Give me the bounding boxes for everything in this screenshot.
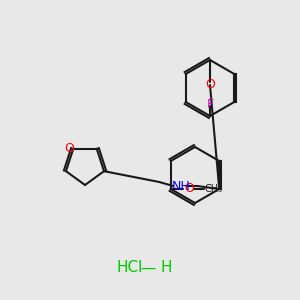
Text: O: O [184,182,194,196]
Text: CH₃: CH₃ [205,184,223,194]
Text: NH: NH [172,179,190,193]
Text: F: F [206,98,214,110]
Text: H: H [160,260,172,275]
Text: O: O [64,142,74,155]
Text: —: — [140,260,156,275]
Text: HCl: HCl [117,260,143,275]
Text: O: O [205,79,215,92]
